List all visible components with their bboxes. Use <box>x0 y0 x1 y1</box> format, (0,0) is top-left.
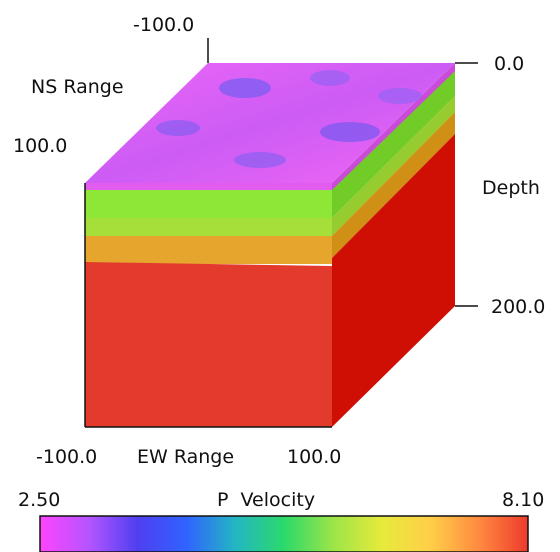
ns-axis-label: NS Range <box>31 76 124 98</box>
ew-max-label: 100.0 <box>287 446 341 468</box>
front-layer-2 <box>85 218 332 238</box>
top-face <box>85 63 455 183</box>
top-blue-patch <box>378 88 422 104</box>
ew-axis-label: EW Range <box>137 446 234 468</box>
colorbar-max-label: 8.10 <box>502 489 544 511</box>
top-blue-patch <box>234 152 286 168</box>
side-layer-2 <box>332 96 455 236</box>
colorbar-bar <box>39 515 529 552</box>
front-face <box>85 183 332 427</box>
top-blue-patch <box>219 78 271 98</box>
front-layer-surface <box>85 183 332 191</box>
side-layer-3 <box>332 112 455 258</box>
front-layer-3 <box>85 236 332 264</box>
depth-bottom-label: 200.0 <box>491 296 545 318</box>
top-blue-patch <box>320 122 380 142</box>
colorbar: 2.50 P Velocity 8.10 <box>18 489 544 552</box>
side-face <box>332 63 455 427</box>
front-layer-1 <box>85 190 332 220</box>
ew-min-label: -100.0 <box>36 446 97 468</box>
side-layer-surface <box>332 63 455 191</box>
front-layer-mantle <box>85 262 332 427</box>
ns-max-label: 100.0 <box>13 135 67 157</box>
colorbar-min-label: 2.50 <box>18 489 60 511</box>
side-layer-mantle <box>332 134 455 427</box>
top-blue-patch <box>310 70 350 86</box>
ns-min-label: -100.0 <box>133 14 194 36</box>
side-layer-1 <box>332 71 455 218</box>
top-surface <box>85 63 455 183</box>
depth-top-label: 0.0 <box>494 53 524 75</box>
axis-frame <box>84 38 478 428</box>
top-blue-patch <box>156 120 200 136</box>
colorbar-title: P Velocity <box>217 489 315 511</box>
depth-axis-label: Depth <box>482 177 540 199</box>
